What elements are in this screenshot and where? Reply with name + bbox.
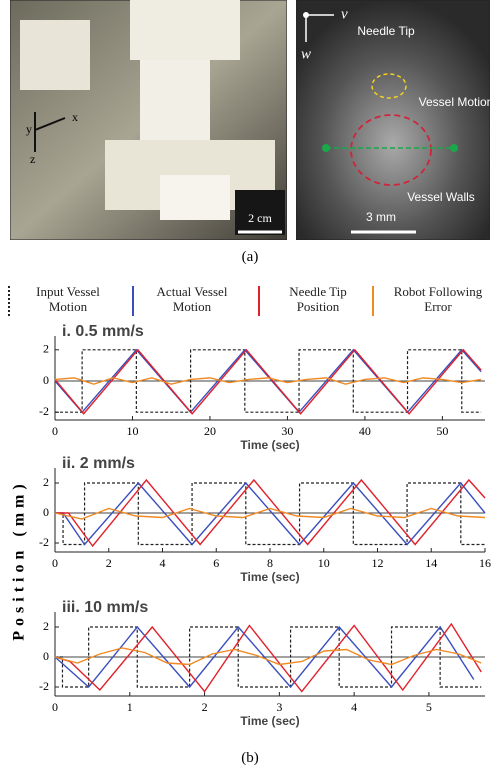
y-tick-label: 2 — [43, 342, 49, 356]
x-tick-label: 14 — [425, 556, 437, 570]
y-tick-label: 2 — [43, 475, 49, 489]
x-tick-label: 0 — [52, 424, 58, 438]
x-tick-label: 40 — [359, 424, 371, 438]
motion-end — [450, 144, 458, 152]
annotation: Vessel Walls — [407, 190, 475, 204]
axis-label: z — [30, 152, 35, 166]
x-tick-label: 30 — [281, 424, 293, 438]
x-tick-label: 2 — [202, 700, 208, 714]
x-axis-title: Time (sec) — [240, 570, 299, 584]
x-tick-label: 10 — [126, 424, 138, 438]
legend-label: Input Vessel Motion — [36, 284, 100, 314]
axis-label: w — [301, 46, 311, 62]
x-tick-label: 2 — [106, 556, 112, 570]
x-tick-label: 3 — [276, 700, 282, 714]
legend-item: Needle Tip Position — [258, 284, 368, 324]
caption: (b) — [241, 750, 259, 766]
photo-frame — [296, 0, 490, 240]
legend-label: Robot Following Error — [393, 284, 483, 314]
chart-title: i. 0.5 mm/s — [62, 323, 144, 340]
x-axis-title: Time (sec) — [240, 438, 299, 452]
ultrasound-image: v w Needle Tip Vessel Motion Vessel Wall… — [296, 0, 490, 240]
y-tick-label: 2 — [43, 619, 49, 633]
legend-swatch — [132, 286, 134, 316]
y-tick-label: -2 — [39, 679, 49, 693]
legend-item: Actual Vessel Motion — [132, 284, 242, 324]
axis-arrow — [34, 117, 66, 131]
data-line — [54, 625, 475, 689]
legend-item: Robot Following Error — [372, 284, 494, 324]
x-tick-label: 10 — [318, 556, 330, 570]
axis-origin — [303, 12, 309, 18]
x-tick-label: 1 — [127, 700, 133, 714]
photo-shape — [160, 175, 230, 220]
x-tick-label: 0 — [52, 700, 58, 714]
data-line — [55, 626, 482, 688]
x-tick-label: 4 — [351, 700, 357, 714]
x-tick-label: 50 — [436, 424, 448, 438]
legend-swatch — [8, 286, 10, 316]
y-tick-label: -2 — [39, 404, 49, 418]
scale-label: 2 cm — [248, 211, 272, 225]
needle-tip-marker — [371, 73, 407, 99]
axis-label: x — [72, 110, 78, 124]
x-axis-title: Time (sec) — [240, 714, 299, 728]
photo-shape — [130, 0, 240, 60]
data-line — [55, 478, 486, 548]
scale-label: 3 mm — [366, 210, 396, 224]
caption: (a) — [241, 249, 259, 265]
x-tick-label: 8 — [267, 556, 273, 570]
photo-shape — [235, 190, 285, 235]
data-line — [54, 622, 482, 693]
legend-swatch — [372, 286, 374, 316]
legend-label: Needle Tip Position — [289, 284, 347, 314]
chart-title: ii. 2 mm/s — [62, 455, 135, 472]
axis-label: v — [341, 6, 348, 22]
annotation: Needle Tip — [357, 24, 415, 38]
y-tick-label: 0 — [43, 373, 49, 387]
y-axis-title: Position (mm) — [11, 479, 28, 640]
legend-swatch — [258, 286, 260, 316]
axis-label: y — [26, 122, 32, 136]
chart-title: iii. 10 mm/s — [62, 599, 148, 616]
data-line — [54, 377, 482, 385]
annotation: Vessel Motion — [419, 95, 490, 109]
data-line — [54, 507, 486, 520]
y-tick-label: 0 — [43, 649, 49, 663]
y-tick-label: -2 — [39, 535, 49, 549]
x-tick-label: 6 — [213, 556, 219, 570]
x-tick-label: 16 — [479, 556, 491, 570]
legend-label: Actual Vessel Motion — [156, 284, 228, 314]
data-line — [54, 348, 482, 415]
y-tick-label: 0 — [43, 505, 49, 519]
x-tick-label: 12 — [372, 556, 384, 570]
vessel-wall-marker — [350, 114, 432, 186]
x-tick-label: 20 — [204, 424, 216, 438]
photo-shape — [140, 60, 210, 150]
data-line — [55, 349, 482, 413]
legend-item: Input Vessel Motion — [8, 284, 118, 324]
robot-photo: x y z 2 cm — [10, 0, 287, 240]
motion-end — [322, 144, 330, 152]
x-tick-label: 4 — [160, 556, 166, 570]
photo-shape — [20, 20, 90, 90]
data-line — [55, 481, 486, 546]
x-tick-label: 5 — [426, 700, 432, 714]
x-tick-label: 0 — [52, 556, 58, 570]
data-line — [54, 647, 482, 666]
